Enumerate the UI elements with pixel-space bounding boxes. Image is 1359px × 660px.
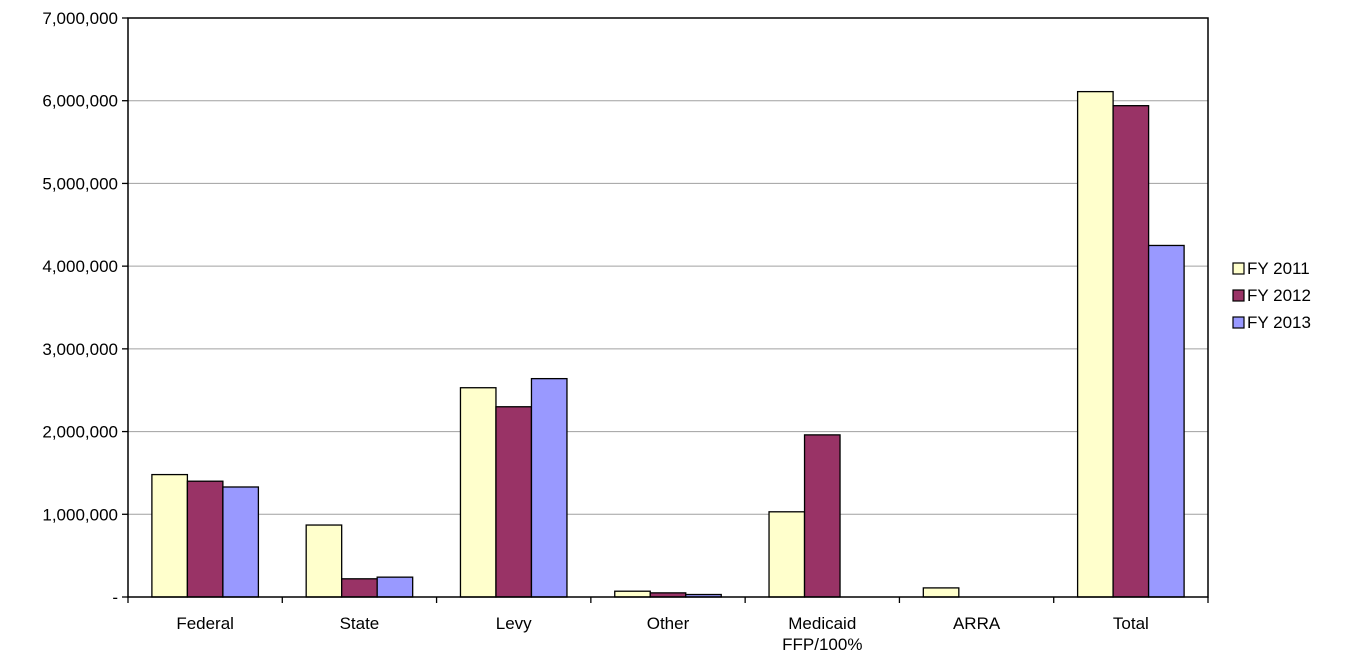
bar-fy-2011-6 <box>1076 90 1114 598</box>
bar-fy-2013-6 <box>1147 244 1185 598</box>
bar-fy-2011-1 <box>305 524 343 598</box>
x-tick-label-line: Total <box>1113 614 1149 633</box>
legend-swatch-fy-2011 <box>1232 262 1245 275</box>
x-tick-label: Federal <box>176 614 234 633</box>
y-tick-label: 5,000,000 <box>42 174 118 193</box>
x-tick-label-line: FFP/100% <box>782 635 862 654</box>
y-tick-label: - <box>112 588 118 607</box>
bar-fy-2013-0 <box>222 486 260 598</box>
x-tick-label-line: Levy <box>496 614 532 633</box>
y-tick-label: 7,000,000 <box>42 9 118 28</box>
bar-fy-2011-0 <box>151 473 189 598</box>
y-tick-label: 4,000,000 <box>42 257 118 276</box>
legend-label: FY 2013 <box>1247 313 1311 332</box>
legend-label: FY 2012 <box>1247 286 1311 305</box>
y-tick-label: 2,000,000 <box>42 423 118 442</box>
legend-swatch-fy-2012 <box>1232 289 1245 302</box>
x-tick-label-line: Federal <box>176 614 234 633</box>
bar-fy-2011-4 <box>768 511 806 598</box>
axes <box>127 17 1209 598</box>
x-axis-ticks: Federal State Levy Other Medicaid FFP/100% ARR… <box>127 597 1209 654</box>
x-tick-label: Total <box>1113 614 1149 633</box>
plot-border <box>127 17 1209 598</box>
y-tick-label: 3,000,000 <box>42 340 118 359</box>
bar-fy-2012-2 <box>495 406 533 598</box>
bar-fy-2013-2 <box>530 377 568 598</box>
x-tick-label-line: State <box>340 614 380 633</box>
legend-swatch-fy-2013 <box>1232 316 1245 329</box>
bar-fy-2013-1 <box>376 576 414 598</box>
y-tick-label: 1,000,000 <box>42 505 118 524</box>
bar-fy-2011-3 <box>614 590 651 598</box>
bar-fy-2011-2 <box>459 387 497 598</box>
x-tick-label: Other <box>647 614 690 633</box>
x-tick-label: Levy <box>496 614 532 633</box>
x-tick-label-line: Other <box>647 614 690 633</box>
y-axis-ticks: - 1,000,000 2,000,000 3,000,000 4,000,000 5,0… <box>42 9 128 607</box>
x-tick-label-line: ARRA <box>953 614 1001 633</box>
x-tick-label: Medicaid FFP/100% <box>782 614 862 654</box>
legend: FY 2011 FY 2012 FY 2013 <box>1232 259 1311 332</box>
bar-fy-2012-1 <box>341 578 378 598</box>
bar-fy-2012-6 <box>1112 105 1150 598</box>
y-tick-label: 6,000,000 <box>42 92 118 111</box>
x-tick-label: State <box>340 614 380 633</box>
x-tick-label-line: Medicaid <box>788 614 856 633</box>
bar-fy-2012-4 <box>803 434 841 598</box>
bar-fy-2012-0 <box>186 480 224 598</box>
x-tick-label: ARRA <box>953 614 1001 633</box>
bars <box>151 90 1185 598</box>
bar-fy-2011-5 <box>922 587 960 598</box>
gridlines <box>128 100 1208 515</box>
legend-label: FY 2011 <box>1247 259 1310 278</box>
